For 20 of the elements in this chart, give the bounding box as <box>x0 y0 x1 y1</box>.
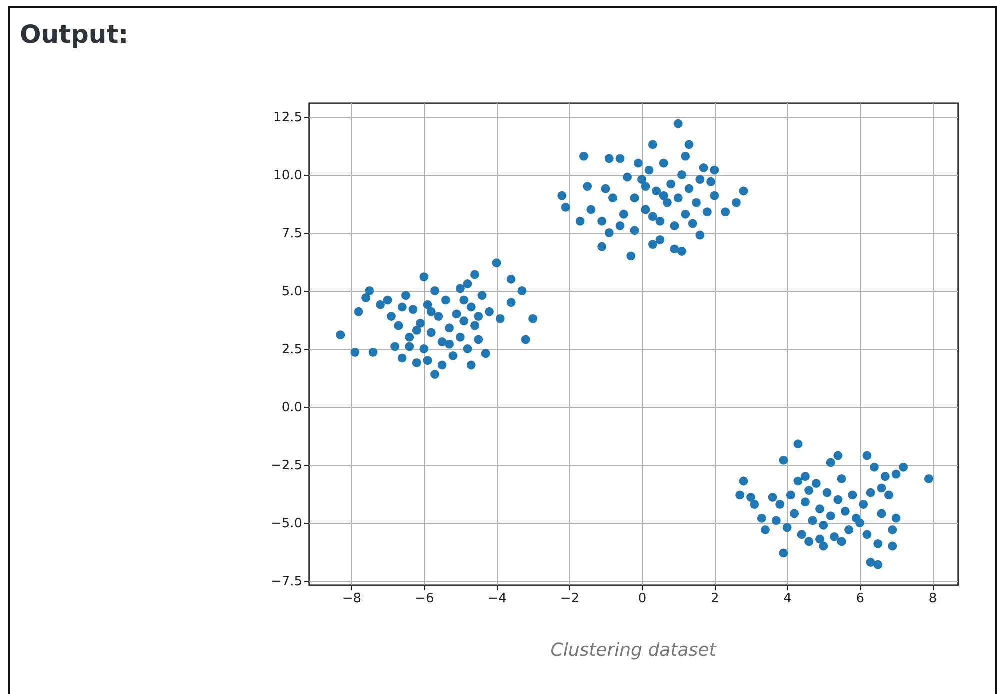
x-tick-label: 0 <box>638 592 647 606</box>
x-tick-label: 2 <box>711 592 720 606</box>
y-tick-label: 12.5 <box>274 110 302 126</box>
y-tick-label: −2.5 <box>270 458 302 474</box>
x-tick-label: −6 <box>415 592 434 606</box>
y-tick-label: 10.0 <box>274 168 302 184</box>
x-tick-label: −4 <box>488 592 507 606</box>
text: Clustering dataset <box>550 640 718 661</box>
y-tick-label: 2.5 <box>282 342 302 358</box>
y-tick-label: −7.5 <box>270 574 302 590</box>
y-tick-label: 7.5 <box>282 226 302 242</box>
x-tick-label: −8 <box>342 592 362 606</box>
y-tick-label: 5.0 <box>282 284 302 300</box>
y-tick-label: 0.0 <box>282 400 302 416</box>
x-tick-label: −2 <box>560 592 580 606</box>
y-tick-label: −5.0 <box>270 516 302 532</box>
x-tick-label: 8 <box>928 592 938 606</box>
text: Output: <box>20 20 129 49</box>
x-tick-label: 4 <box>784 592 792 606</box>
x-tick-label: 6 <box>856 592 865 606</box>
